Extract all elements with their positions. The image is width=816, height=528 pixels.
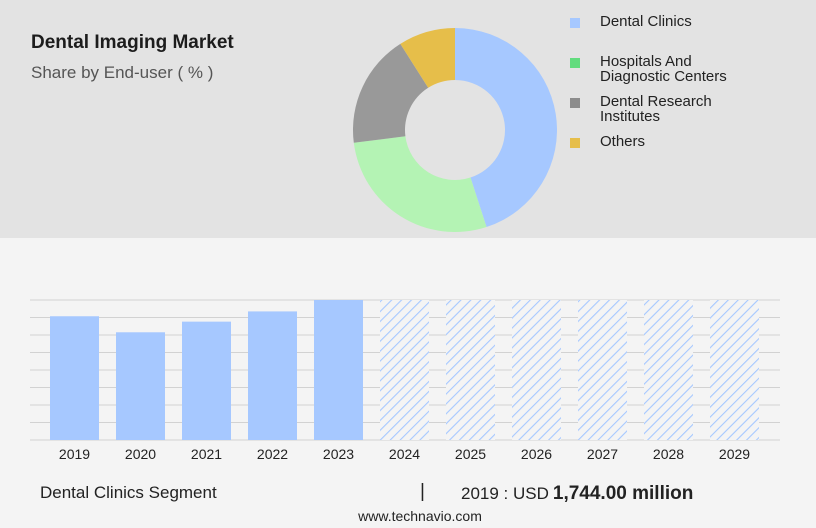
legend-swatch [570, 58, 580, 68]
chart-title: Dental Imaging Market [31, 32, 234, 53]
legend-item-dental-clinics: Dental Clinics [570, 14, 692, 29]
footer-separator: | [420, 481, 425, 502]
bar-2019 [50, 316, 99, 440]
forecast-bar-2025 [446, 300, 495, 440]
x-tick-label: 2028 [653, 446, 684, 462]
bar-2023 [314, 300, 363, 440]
forecast-bar-2027 [578, 300, 627, 440]
legend-label: Others [600, 133, 646, 150]
legend-label: Dental Research [600, 93, 712, 110]
legend-swatch [570, 18, 580, 28]
donut-slice-others [400, 28, 455, 88]
legend-item-dental-research-institutes: Dental Research Institutes [570, 94, 712, 124]
segment-year-prefix: 2019 : USD [461, 484, 549, 503]
legend-label: Hospitals And [600, 53, 692, 70]
forecast-bar-2026 [512, 300, 561, 440]
x-tick-label: 2021 [191, 446, 222, 462]
donut-slice-dental-clinics [455, 28, 557, 228]
x-tick-label: 2029 [719, 446, 750, 462]
x-tick-label: 2024 [389, 446, 420, 462]
legend-swatch [570, 138, 580, 148]
x-tick-label: 2019 [59, 446, 90, 462]
donut-slice-dental-research-institutes [353, 43, 429, 143]
x-tick-label: 2020 [125, 446, 156, 462]
segment-value: 1,744.00 million [552, 483, 694, 504]
chart-subtitle: Share by End-user ( % ) [31, 63, 214, 82]
segment-label: Dental Clinics Segment [40, 483, 217, 502]
bar-chart: 2019 2020 2021 2022 2023 2024 2025 2026 2027 2028… [30, 299, 780, 462]
bar-2021 [182, 321, 231, 440]
segment-value-readout: 2019 : USD 1,744.00 million [461, 483, 693, 505]
x-tick-label: 2025 [455, 446, 486, 462]
forecast-bar-2028 [644, 300, 693, 440]
x-tick-label: 2027 [587, 446, 618, 462]
legend-label: Institutes [600, 108, 661, 125]
x-tick-label: 2022 [257, 446, 288, 462]
legend-swatch [570, 98, 580, 108]
legend-item-others: Others [570, 134, 645, 149]
legend-label: Diagnostic Centers [600, 68, 727, 85]
donut-slice-hospitals-and-diagnostic-centers [353, 136, 487, 233]
x-tick-label: 2023 [323, 446, 354, 462]
legend-label: Dental Clinics [600, 13, 692, 30]
forecast-bar-2029 [710, 300, 759, 440]
donut-chart [353, 28, 557, 233]
bar-2020 [116, 332, 165, 440]
legend-item-hospitals-and-diagnostic-centers: Hospitals And Diagnostic Centers [570, 54, 727, 84]
bar-2022 [248, 311, 297, 440]
forecast-bar-2024 [380, 300, 429, 440]
source-link[interactable]: www.technavio.com [358, 508, 482, 524]
x-tick-label: 2026 [521, 446, 552, 462]
